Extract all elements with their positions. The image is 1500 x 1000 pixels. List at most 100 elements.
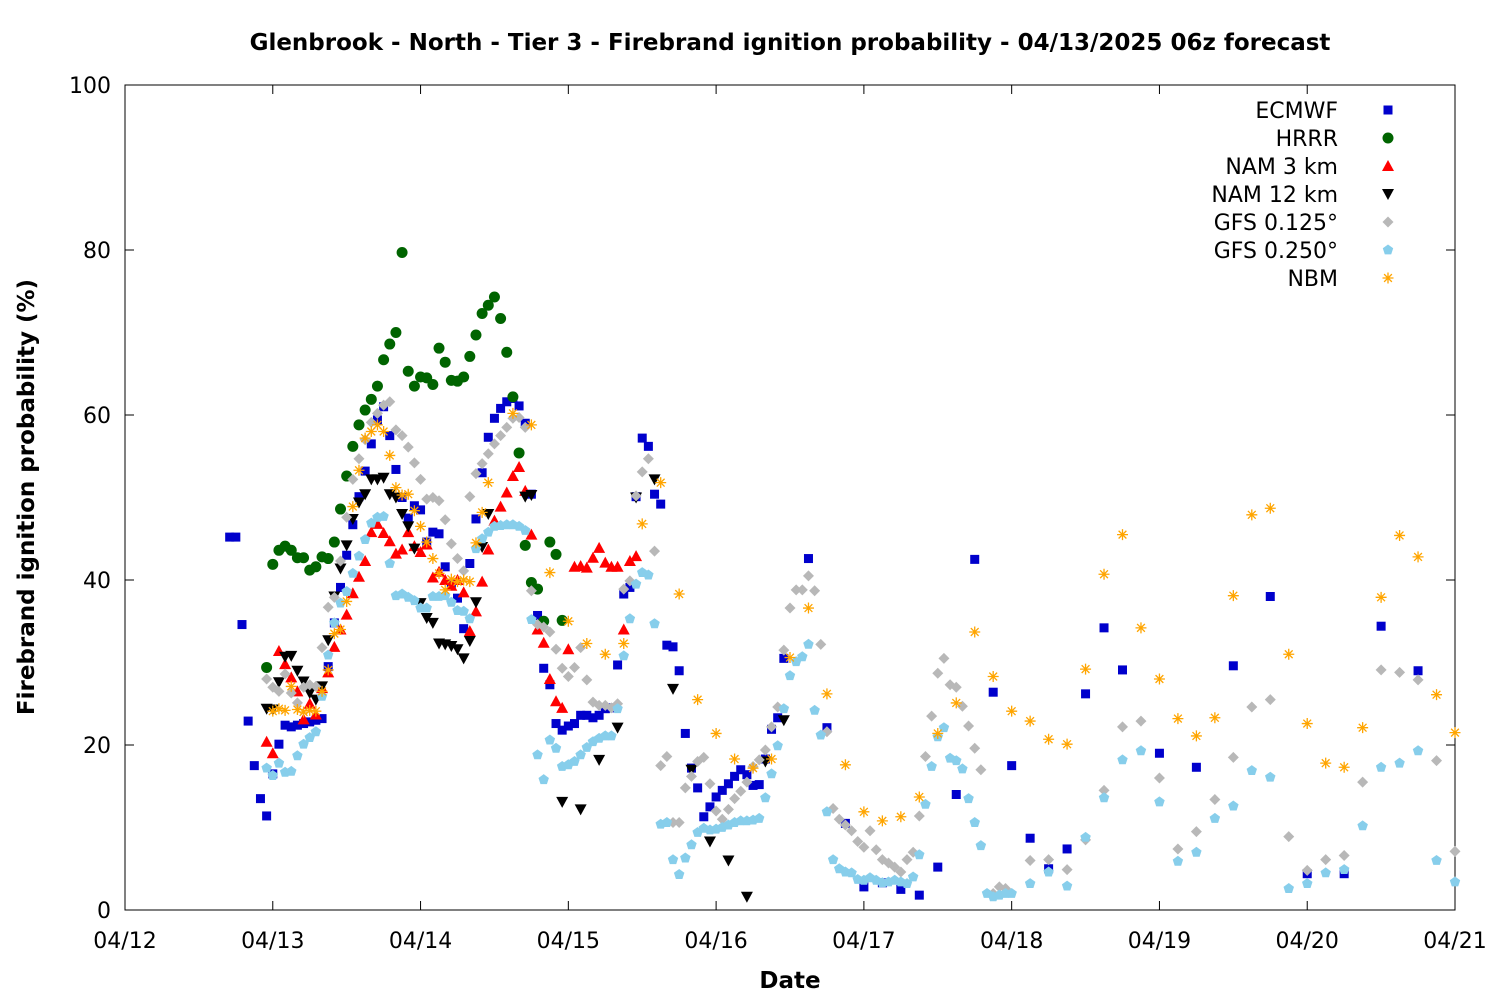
data-point (1172, 855, 1184, 866)
data-point (482, 448, 494, 460)
data-point (859, 882, 869, 892)
data-point (452, 553, 463, 565)
data-point (273, 685, 285, 697)
data-point (421, 536, 433, 548)
data-point (907, 871, 919, 882)
data-point (864, 825, 876, 837)
data-point (1357, 776, 1369, 788)
data-point (378, 511, 389, 521)
data-point (378, 426, 390, 437)
data-point (365, 526, 378, 538)
data-point (260, 735, 273, 747)
data-point (445, 641, 458, 652)
data-point (686, 839, 697, 850)
legend-label: GFS 0.250° (1214, 239, 1338, 264)
data-point (1153, 673, 1165, 685)
data-point (482, 299, 494, 311)
data-point (243, 716, 253, 726)
data-point (753, 754, 765, 766)
data-point (267, 705, 279, 717)
data-point (710, 727, 722, 739)
data-point (470, 537, 482, 549)
data-point (352, 570, 365, 582)
data-point (730, 771, 740, 781)
data-point (1301, 718, 1313, 730)
data-point (359, 555, 372, 567)
data-point (329, 617, 340, 628)
x-tick-label: 04/21 (1423, 929, 1486, 954)
data-point (575, 642, 587, 654)
data-point (815, 638, 827, 650)
data-point (464, 576, 476, 588)
data-point (390, 424, 402, 436)
data-point (581, 638, 593, 650)
data-point (933, 862, 943, 872)
data-point (426, 571, 439, 583)
y-tick-label: 0 (97, 899, 111, 924)
data-point (1117, 529, 1128, 541)
data-point (457, 586, 470, 598)
data-point (533, 610, 543, 620)
data-point (396, 543, 409, 555)
data-point (471, 514, 481, 524)
data-point (667, 854, 679, 865)
data-point (445, 579, 458, 591)
data-point (525, 419, 537, 431)
data-point (636, 518, 648, 530)
data-point (347, 501, 359, 513)
data-point (913, 810, 925, 822)
data-point (445, 573, 457, 585)
data-point (538, 774, 549, 785)
data-point (802, 570, 814, 582)
data-point (385, 431, 395, 441)
data-point (502, 397, 512, 407)
data-point (642, 453, 654, 465)
data-point (390, 327, 402, 338)
data-point (1320, 867, 1331, 878)
data-point (975, 764, 987, 776)
data-point (396, 489, 408, 501)
data-point (1228, 661, 1238, 671)
data-point (310, 561, 322, 573)
data-point (378, 354, 390, 366)
data-point (1375, 591, 1387, 603)
data-point (255, 794, 265, 804)
data-point (1080, 663, 1092, 675)
data-point (428, 527, 438, 537)
data-point (396, 430, 408, 442)
data-point (507, 391, 519, 403)
data-point (391, 464, 401, 474)
data-point (482, 543, 495, 555)
data-point (1375, 761, 1387, 772)
data-point (322, 553, 334, 565)
data-point (1209, 712, 1221, 724)
data-point (1431, 855, 1442, 865)
data-point (617, 623, 630, 635)
data-point (291, 665, 304, 677)
data-point (409, 595, 420, 606)
data-point (1264, 694, 1276, 706)
data-point (970, 554, 980, 564)
data-point (1283, 831, 1295, 843)
data-point (797, 651, 808, 662)
y-tick-label: 20 (83, 734, 111, 759)
data-point (342, 550, 352, 560)
data-point (470, 468, 482, 480)
data-point (273, 757, 285, 768)
data-point (1098, 792, 1110, 803)
data-point (692, 694, 704, 706)
data-point (679, 782, 691, 794)
data-point (969, 817, 980, 827)
data-point (698, 751, 710, 763)
data-point (1283, 648, 1295, 660)
data-point (913, 791, 925, 803)
data-point (495, 312, 507, 324)
data-point (274, 739, 284, 749)
data-point (1153, 772, 1165, 784)
data-point (667, 683, 680, 695)
data-point (1338, 850, 1350, 862)
data-point (272, 677, 285, 689)
data-point (267, 770, 278, 780)
data-point (477, 468, 487, 478)
data-point (1357, 820, 1368, 831)
